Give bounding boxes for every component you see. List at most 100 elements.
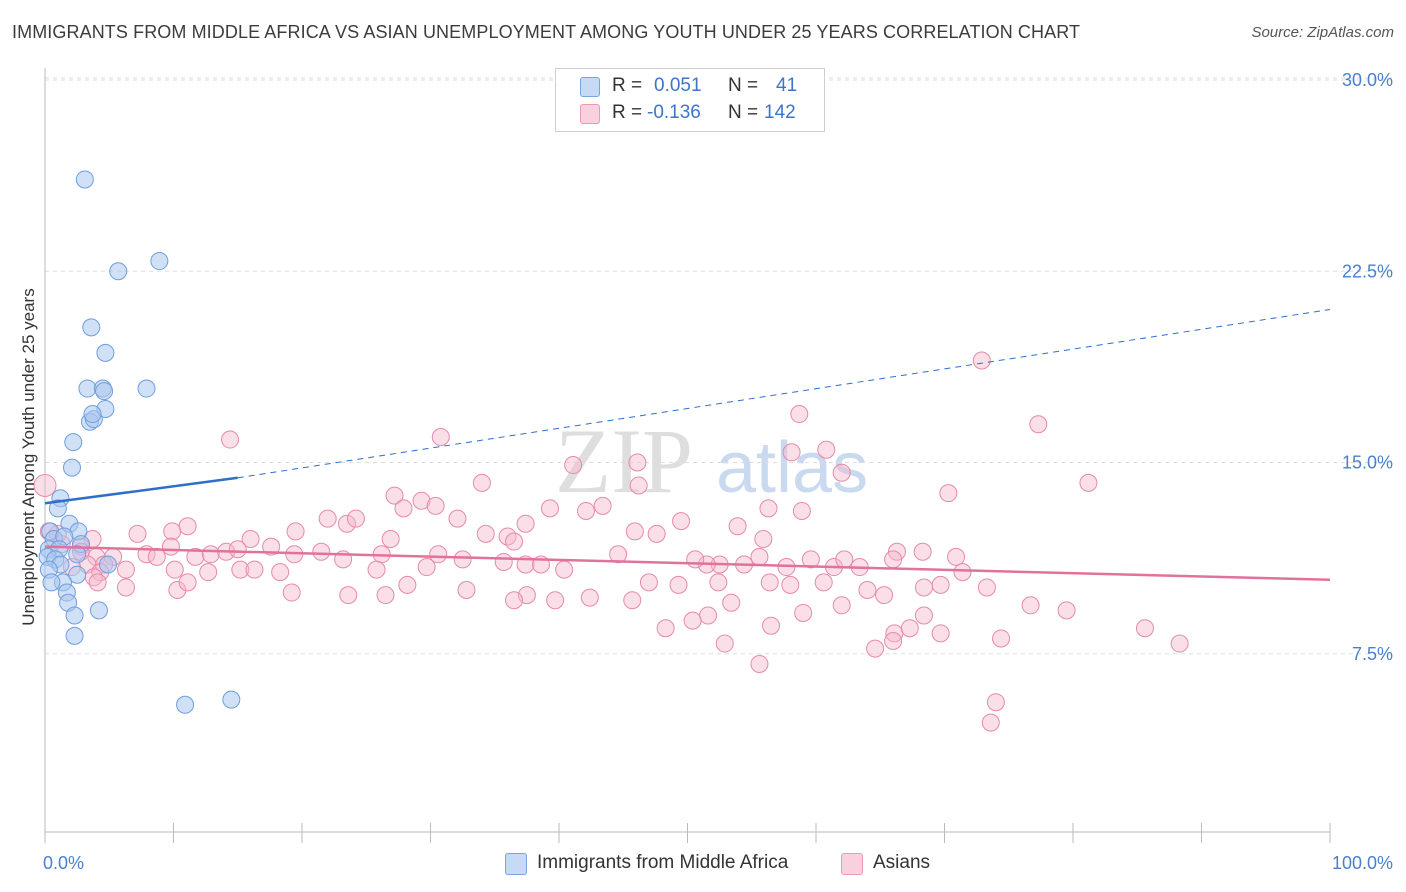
asians-point: [116, 560, 135, 579]
asians-point: [709, 573, 728, 592]
asians-point: [794, 603, 813, 622]
asians-point: [426, 496, 445, 515]
middle-africa-points: [38, 170, 241, 714]
trend-lines: [44, 309, 1331, 582]
middle-africa-point: [75, 170, 94, 189]
asians-point: [947, 547, 966, 566]
asians-point: [782, 443, 801, 462]
legend-n-label: N =: [728, 102, 759, 123]
asians-point: [221, 430, 240, 449]
asians-points: [33, 351, 1189, 732]
asians-point: [914, 606, 933, 625]
asians-point: [564, 456, 583, 475]
asians-point: [884, 632, 903, 650]
asians-point: [178, 573, 197, 592]
asians-point: [576, 501, 595, 520]
asians-point: [448, 509, 467, 528]
asians-point: [759, 499, 778, 518]
legend-swatch-blue: [580, 77, 600, 97]
middle-africa-point: [176, 695, 195, 714]
legend-r-label: R =: [612, 75, 643, 96]
middle-africa-point: [65, 626, 84, 645]
asians-point: [656, 619, 675, 638]
asians-point: [669, 575, 688, 594]
middle-africa-point: [222, 690, 241, 709]
asians-point: [781, 575, 800, 594]
bottom-legend-asians: Asians: [841, 851, 961, 877]
bottom-legend-swatch-pink: [841, 853, 863, 875]
asians-point: [858, 581, 877, 599]
asians-point: [161, 537, 180, 556]
middle-africa-trend-line: [44, 476, 238, 505]
asians-point: [593, 496, 612, 515]
asians-point: [981, 713, 1000, 732]
asians-point: [398, 575, 417, 594]
asians-point: [835, 550, 854, 569]
asians-point: [629, 476, 648, 495]
asians-point: [476, 524, 495, 543]
y-tick-label: 30.0%: [1342, 70, 1393, 90]
middle-africa-trend-extension: [237, 309, 1331, 479]
asians-point: [790, 405, 809, 424]
asians-point: [337, 514, 356, 533]
asians-point: [1029, 415, 1048, 434]
asians-point: [832, 463, 851, 482]
legend-row-middle-africa: R = 0.051 N = 41: [556, 74, 824, 100]
asians-point: [178, 517, 197, 536]
middle-africa-point: [65, 606, 84, 625]
asians-point: [494, 552, 513, 571]
ticks: 7.5% 15.0% 22.5% 30.0% 0.0% 100.0%: [43, 70, 1393, 873]
asians-point: [792, 501, 811, 520]
asians-point: [722, 593, 741, 612]
asians-point: [801, 550, 820, 569]
asians-point: [381, 530, 400, 548]
asians-point: [628, 453, 647, 472]
asians-point: [977, 578, 996, 597]
asians-point: [385, 486, 404, 505]
y-axis-label: Unemployment Among Youth under 25 years: [19, 288, 38, 625]
watermark: ZIP atlas: [555, 410, 868, 512]
asians-point: [1135, 619, 1154, 638]
legend-row-asians: R = -0.136 N = 142: [556, 101, 824, 127]
middle-africa-point: [137, 379, 156, 398]
asians-point: [88, 573, 107, 592]
asians-point: [555, 560, 574, 579]
watermark-atlas: atlas: [716, 428, 868, 508]
asians-point: [412, 491, 431, 510]
asians-point: [262, 537, 281, 556]
bottom-legend-swatch-blue: [505, 853, 527, 875]
asians-point: [376, 586, 395, 605]
middle-africa-point: [89, 601, 108, 620]
asians-point: [546, 591, 565, 610]
bottom-legend-middle-africa: Immigrants from Middle Africa: [505, 851, 825, 877]
middle-africa-point: [95, 382, 114, 401]
legend-r-value: -0.136: [647, 102, 701, 123]
middle-africa-point: [64, 433, 83, 452]
asians-point: [931, 575, 950, 594]
asians-point: [505, 591, 524, 610]
asians-point: [754, 530, 773, 548]
asians-point: [931, 624, 950, 643]
asians-point: [1170, 634, 1189, 653]
bottom-legend-label: Immigrants from Middle Africa: [537, 852, 789, 873]
asians-point: [271, 563, 290, 582]
middle-africa-point: [150, 252, 169, 271]
legend-n-value: 142: [764, 102, 796, 123]
middle-africa-point: [109, 262, 128, 281]
asians-point: [163, 522, 182, 541]
middle-africa-point: [68, 565, 87, 584]
asians-point: [1057, 601, 1076, 620]
asians-point: [339, 586, 358, 605]
asians-point: [814, 573, 833, 592]
x-tick-label: 0.0%: [43, 853, 84, 873]
legend-swatch-pink: [580, 104, 600, 124]
asians-point: [1021, 596, 1040, 615]
axes: [44, 68, 1331, 843]
asians-point: [186, 547, 205, 566]
y-tick-label: 22.5%: [1342, 261, 1393, 281]
middle-africa-point: [42, 573, 61, 592]
asians-point: [992, 629, 1011, 648]
asians-point: [686, 550, 705, 569]
asians-point: [625, 522, 644, 541]
asians-point: [165, 560, 184, 579]
